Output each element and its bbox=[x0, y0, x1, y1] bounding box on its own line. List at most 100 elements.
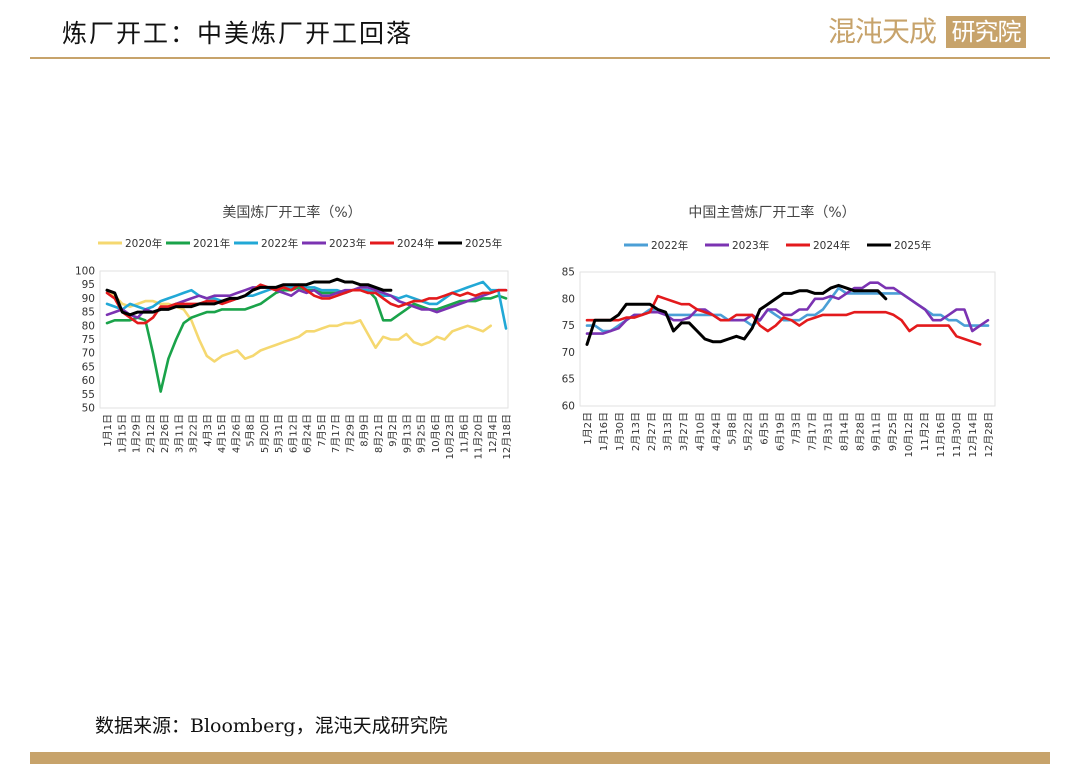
y-tick-label: 60 bbox=[562, 401, 575, 413]
us-refinery-chart: 美国炼厂开工率（%） 2020年 2021年 2022年 2023年 2024年 2025年… bbox=[75, 204, 513, 459]
legend-label: 2020年 bbox=[125, 237, 162, 250]
x-tick-label: 2月27日 bbox=[646, 412, 658, 451]
x-tick-label: 8月21日 bbox=[373, 414, 385, 453]
x-tick-label: 12月28日 bbox=[983, 412, 995, 457]
x-tick-label: 10月12日 bbox=[903, 412, 915, 457]
source-note: 数据来源：Bloomberg，混沌天成研究院 bbox=[95, 715, 448, 737]
x-tick-label: 3月22日 bbox=[188, 414, 200, 453]
logo-badge-text: 研究院 bbox=[951, 18, 1022, 46]
x-tick-label: 3月13日 bbox=[662, 412, 674, 451]
y-tick-label: 85 bbox=[562, 267, 575, 279]
legend-label: 2025年 bbox=[894, 239, 931, 252]
x-tick-label: 9月11日 bbox=[871, 412, 883, 451]
legend-label: 2023年 bbox=[329, 237, 366, 250]
x-tick-label: 5月8日 bbox=[726, 412, 738, 445]
logo-badge: 研究院 bbox=[946, 16, 1026, 48]
chart-title: 美国炼厂开工率（%） bbox=[222, 204, 361, 221]
y-tick-label: 95 bbox=[82, 279, 95, 291]
y-tick-label: 90 bbox=[82, 293, 95, 305]
legend-label: 2022年 bbox=[651, 239, 688, 252]
series-line bbox=[585, 281, 990, 335]
y-tick-label: 65 bbox=[562, 374, 575, 386]
x-tick-label: 1月2日 bbox=[582, 412, 594, 445]
x-tick-label: 4月10日 bbox=[694, 412, 706, 451]
x-tick-label: 7月17日 bbox=[330, 414, 342, 453]
series-line bbox=[105, 277, 393, 317]
y-tick-label: 100 bbox=[75, 266, 95, 278]
y-tick-label: 85 bbox=[82, 307, 95, 319]
x-tick-label: 2月26日 bbox=[159, 414, 171, 453]
china-refinery-chart: 中国主营炼厂开工率（%） 2022年 2023年 2024年 2025年 60 65 70 75… bbox=[562, 204, 996, 457]
series-line bbox=[585, 283, 888, 346]
x-tick-label: 5月22日 bbox=[742, 412, 754, 451]
x-tick-label: 4月15日 bbox=[216, 414, 228, 453]
legend-label: 2023年 bbox=[732, 239, 769, 252]
x-tick-label: 4月3日 bbox=[202, 414, 214, 447]
y-tick-label: 70 bbox=[82, 348, 95, 360]
x-tick-label: 11月2日 bbox=[919, 412, 931, 451]
x-tick-label: 12月14日 bbox=[967, 412, 979, 457]
x-tick-label: 9月25日 bbox=[416, 414, 428, 453]
x-tick-label: 7月17日 bbox=[807, 412, 819, 451]
x-tick-label: 6月12日 bbox=[287, 414, 299, 453]
series-line bbox=[105, 280, 508, 330]
x-tick-label: 6月5日 bbox=[758, 412, 770, 445]
x-tick-label: 11月16日 bbox=[935, 412, 947, 457]
x-tick-label: 2月13日 bbox=[630, 412, 642, 451]
y-tick-label: 75 bbox=[562, 320, 575, 332]
page-title: 炼厂开工：中美炼厂开工回落 bbox=[62, 19, 414, 48]
x-tick-label: 8月9日 bbox=[359, 414, 371, 447]
x-tick-label: 8月28日 bbox=[855, 412, 867, 451]
x-tick-label: 5月20日 bbox=[259, 414, 271, 453]
x-tick-label: 1月29日 bbox=[131, 414, 143, 453]
legend-label: 2022年 bbox=[261, 237, 298, 250]
x-tick-label: 9月2日 bbox=[387, 414, 399, 447]
y-tick-label: 75 bbox=[82, 334, 95, 346]
y-tick-label: 65 bbox=[82, 361, 95, 373]
x-tick-label: 8月14日 bbox=[839, 412, 851, 451]
series-line bbox=[105, 283, 508, 325]
x-tick-label: 4月26日 bbox=[230, 414, 242, 453]
x-tick-label: 7月5日 bbox=[316, 414, 328, 447]
legend-label: 2021年 bbox=[193, 237, 230, 250]
x-tick-label: 1月16日 bbox=[598, 412, 610, 451]
x-tick-label: 6月19日 bbox=[774, 412, 786, 451]
x-tick-label: 12月4日 bbox=[487, 414, 499, 453]
x-tick-label: 10月23日 bbox=[444, 414, 456, 459]
y-tick-label: 50 bbox=[82, 403, 95, 415]
x-tick-label: 11月20日 bbox=[473, 414, 485, 459]
header-divider bbox=[30, 57, 1050, 59]
plot-area bbox=[579, 271, 996, 407]
y-tick-label: 80 bbox=[82, 320, 95, 332]
legend-label: 2024年 bbox=[397, 237, 434, 250]
x-tick-label: 10月6日 bbox=[430, 414, 442, 453]
x-tick-label: 3月11日 bbox=[173, 414, 185, 453]
x-tick-label: 1月30日 bbox=[614, 412, 626, 451]
x-tick-label: 11月6日 bbox=[458, 414, 470, 453]
x-tick-label: 1月15日 bbox=[116, 414, 128, 453]
x-tick-label: 2月12日 bbox=[145, 414, 157, 453]
chart-title: 中国主营炼厂开工率（%） bbox=[688, 204, 855, 221]
plot-area bbox=[99, 270, 509, 409]
x-tick-label: 7月29日 bbox=[344, 414, 356, 453]
x-tick-label: 7月31日 bbox=[823, 412, 835, 451]
y-tick-label: 55 bbox=[82, 389, 95, 401]
logo-text: 混沌天成 bbox=[828, 15, 937, 48]
legend-label: 2024年 bbox=[813, 239, 850, 252]
legend-label: 2025年 bbox=[465, 237, 502, 250]
x-tick-label: 5月8日 bbox=[245, 414, 257, 447]
x-tick-label: 3月27日 bbox=[678, 412, 690, 451]
x-tick-label: 12月18日 bbox=[501, 414, 513, 459]
y-tick-label: 80 bbox=[562, 293, 575, 305]
x-tick-label: 11月30日 bbox=[951, 412, 963, 457]
x-tick-label: 9月25日 bbox=[887, 412, 899, 451]
y-tick-label: 70 bbox=[562, 347, 575, 359]
logo: 混沌天成 研究院 bbox=[828, 14, 1028, 50]
x-tick-label: 7月3日 bbox=[791, 412, 803, 445]
x-tick-label: 1月1日 bbox=[102, 414, 114, 447]
y-tick-label: 60 bbox=[82, 375, 95, 387]
x-tick-label: 5月31日 bbox=[273, 414, 285, 453]
footer-bar bbox=[30, 752, 1050, 764]
x-tick-label: 6月24日 bbox=[302, 414, 314, 453]
x-tick-label: 4月24日 bbox=[710, 412, 722, 451]
